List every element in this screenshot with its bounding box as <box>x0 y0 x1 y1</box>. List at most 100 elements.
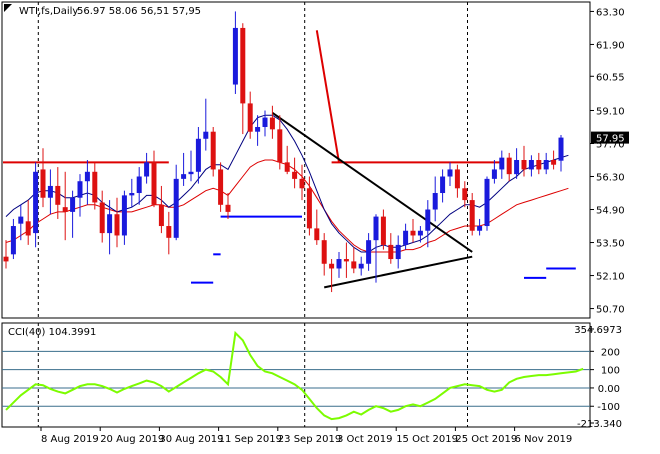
candle <box>514 148 520 179</box>
candle-body <box>203 131 209 139</box>
last-price-label: 57.95 <box>596 134 625 145</box>
candle <box>203 98 209 151</box>
candle <box>380 209 386 250</box>
candle-body <box>225 204 231 212</box>
candle-body <box>343 259 349 262</box>
candle-body <box>528 160 534 170</box>
candle <box>173 164 179 241</box>
candle <box>373 214 379 283</box>
candle <box>536 152 542 175</box>
candle-body <box>521 160 527 170</box>
ohlc-readout: 56.97 58.06 56,51 57,95 <box>77 6 201 17</box>
candle <box>77 174 83 217</box>
candle <box>210 126 216 177</box>
candle-body <box>506 157 512 175</box>
candle-body <box>173 178 179 238</box>
descending-trendline <box>271 112 473 253</box>
corner-triangle-icon <box>4 4 12 12</box>
candle-body <box>543 160 549 170</box>
candle <box>129 178 135 208</box>
candle <box>395 235 401 269</box>
candle <box>40 148 46 208</box>
candle <box>306 176 312 236</box>
candle <box>70 190 76 238</box>
candle-body <box>499 157 505 170</box>
candle-body <box>99 202 105 234</box>
candle-body <box>491 169 497 179</box>
cci-vertical-gridlines <box>37 323 468 427</box>
candle-body <box>469 200 475 231</box>
candle-body <box>25 221 31 236</box>
candle <box>321 233 327 276</box>
candle-body <box>351 261 357 269</box>
candle <box>99 190 105 243</box>
candle-body <box>107 214 113 234</box>
candle-body <box>33 171 39 234</box>
candle-body <box>240 27 246 104</box>
candle <box>269 105 275 139</box>
last-price-box <box>591 131 629 144</box>
candle-body <box>462 188 468 201</box>
candle-body <box>321 240 327 264</box>
candle <box>262 110 268 137</box>
candle <box>84 160 90 205</box>
candle <box>314 209 320 245</box>
cci-tick-label: -100 <box>597 402 620 413</box>
candle-body <box>255 126 261 132</box>
candle <box>151 150 157 208</box>
candle <box>506 152 512 182</box>
price-vertical-gridlines <box>37 2 468 318</box>
candle <box>62 171 68 241</box>
candle-body <box>403 230 409 245</box>
candle-body <box>329 263 335 269</box>
candle-body <box>166 226 172 238</box>
candle <box>47 169 53 215</box>
candle <box>343 242 349 278</box>
candle-body <box>10 226 16 255</box>
candle-body <box>158 204 164 227</box>
date-tick-label: 23 Sep 2019 <box>278 434 341 445</box>
candle <box>218 162 224 212</box>
candle <box>558 135 564 172</box>
candle-body <box>210 131 216 170</box>
candle <box>329 259 335 293</box>
candle-body <box>417 230 423 236</box>
candle <box>366 233 372 271</box>
candle-body <box>425 209 431 231</box>
candle-body <box>292 171 298 179</box>
candle <box>158 185 164 234</box>
candle-body <box>551 160 557 165</box>
candle <box>25 200 31 245</box>
candle <box>484 176 490 231</box>
cci-tick-label: 100 <box>601 366 620 377</box>
candle-body <box>136 176 142 194</box>
candle-body <box>447 169 453 177</box>
candle-body <box>151 162 157 205</box>
candle <box>33 162 39 248</box>
candle <box>225 193 231 219</box>
price-tick-label: 56.30 <box>596 173 625 184</box>
candle-body <box>277 129 283 163</box>
candle <box>181 152 187 186</box>
candle <box>543 152 549 175</box>
candle-body <box>188 171 194 175</box>
candle <box>388 233 394 264</box>
candle <box>247 91 253 139</box>
date-tick-label: 6 Nov 2019 <box>515 434 573 445</box>
candle-body <box>121 195 127 236</box>
candle <box>499 150 505 179</box>
candle-body <box>366 240 372 264</box>
candle-body <box>299 178 305 189</box>
candle <box>166 211 172 255</box>
candle <box>18 204 24 241</box>
candle <box>477 218 483 236</box>
candle-body <box>314 228 320 241</box>
candle-body <box>129 193 135 196</box>
candle <box>92 162 98 210</box>
candle-body <box>358 263 364 269</box>
candle <box>255 115 261 146</box>
candle-body <box>62 207 68 212</box>
candle-body <box>306 188 312 229</box>
